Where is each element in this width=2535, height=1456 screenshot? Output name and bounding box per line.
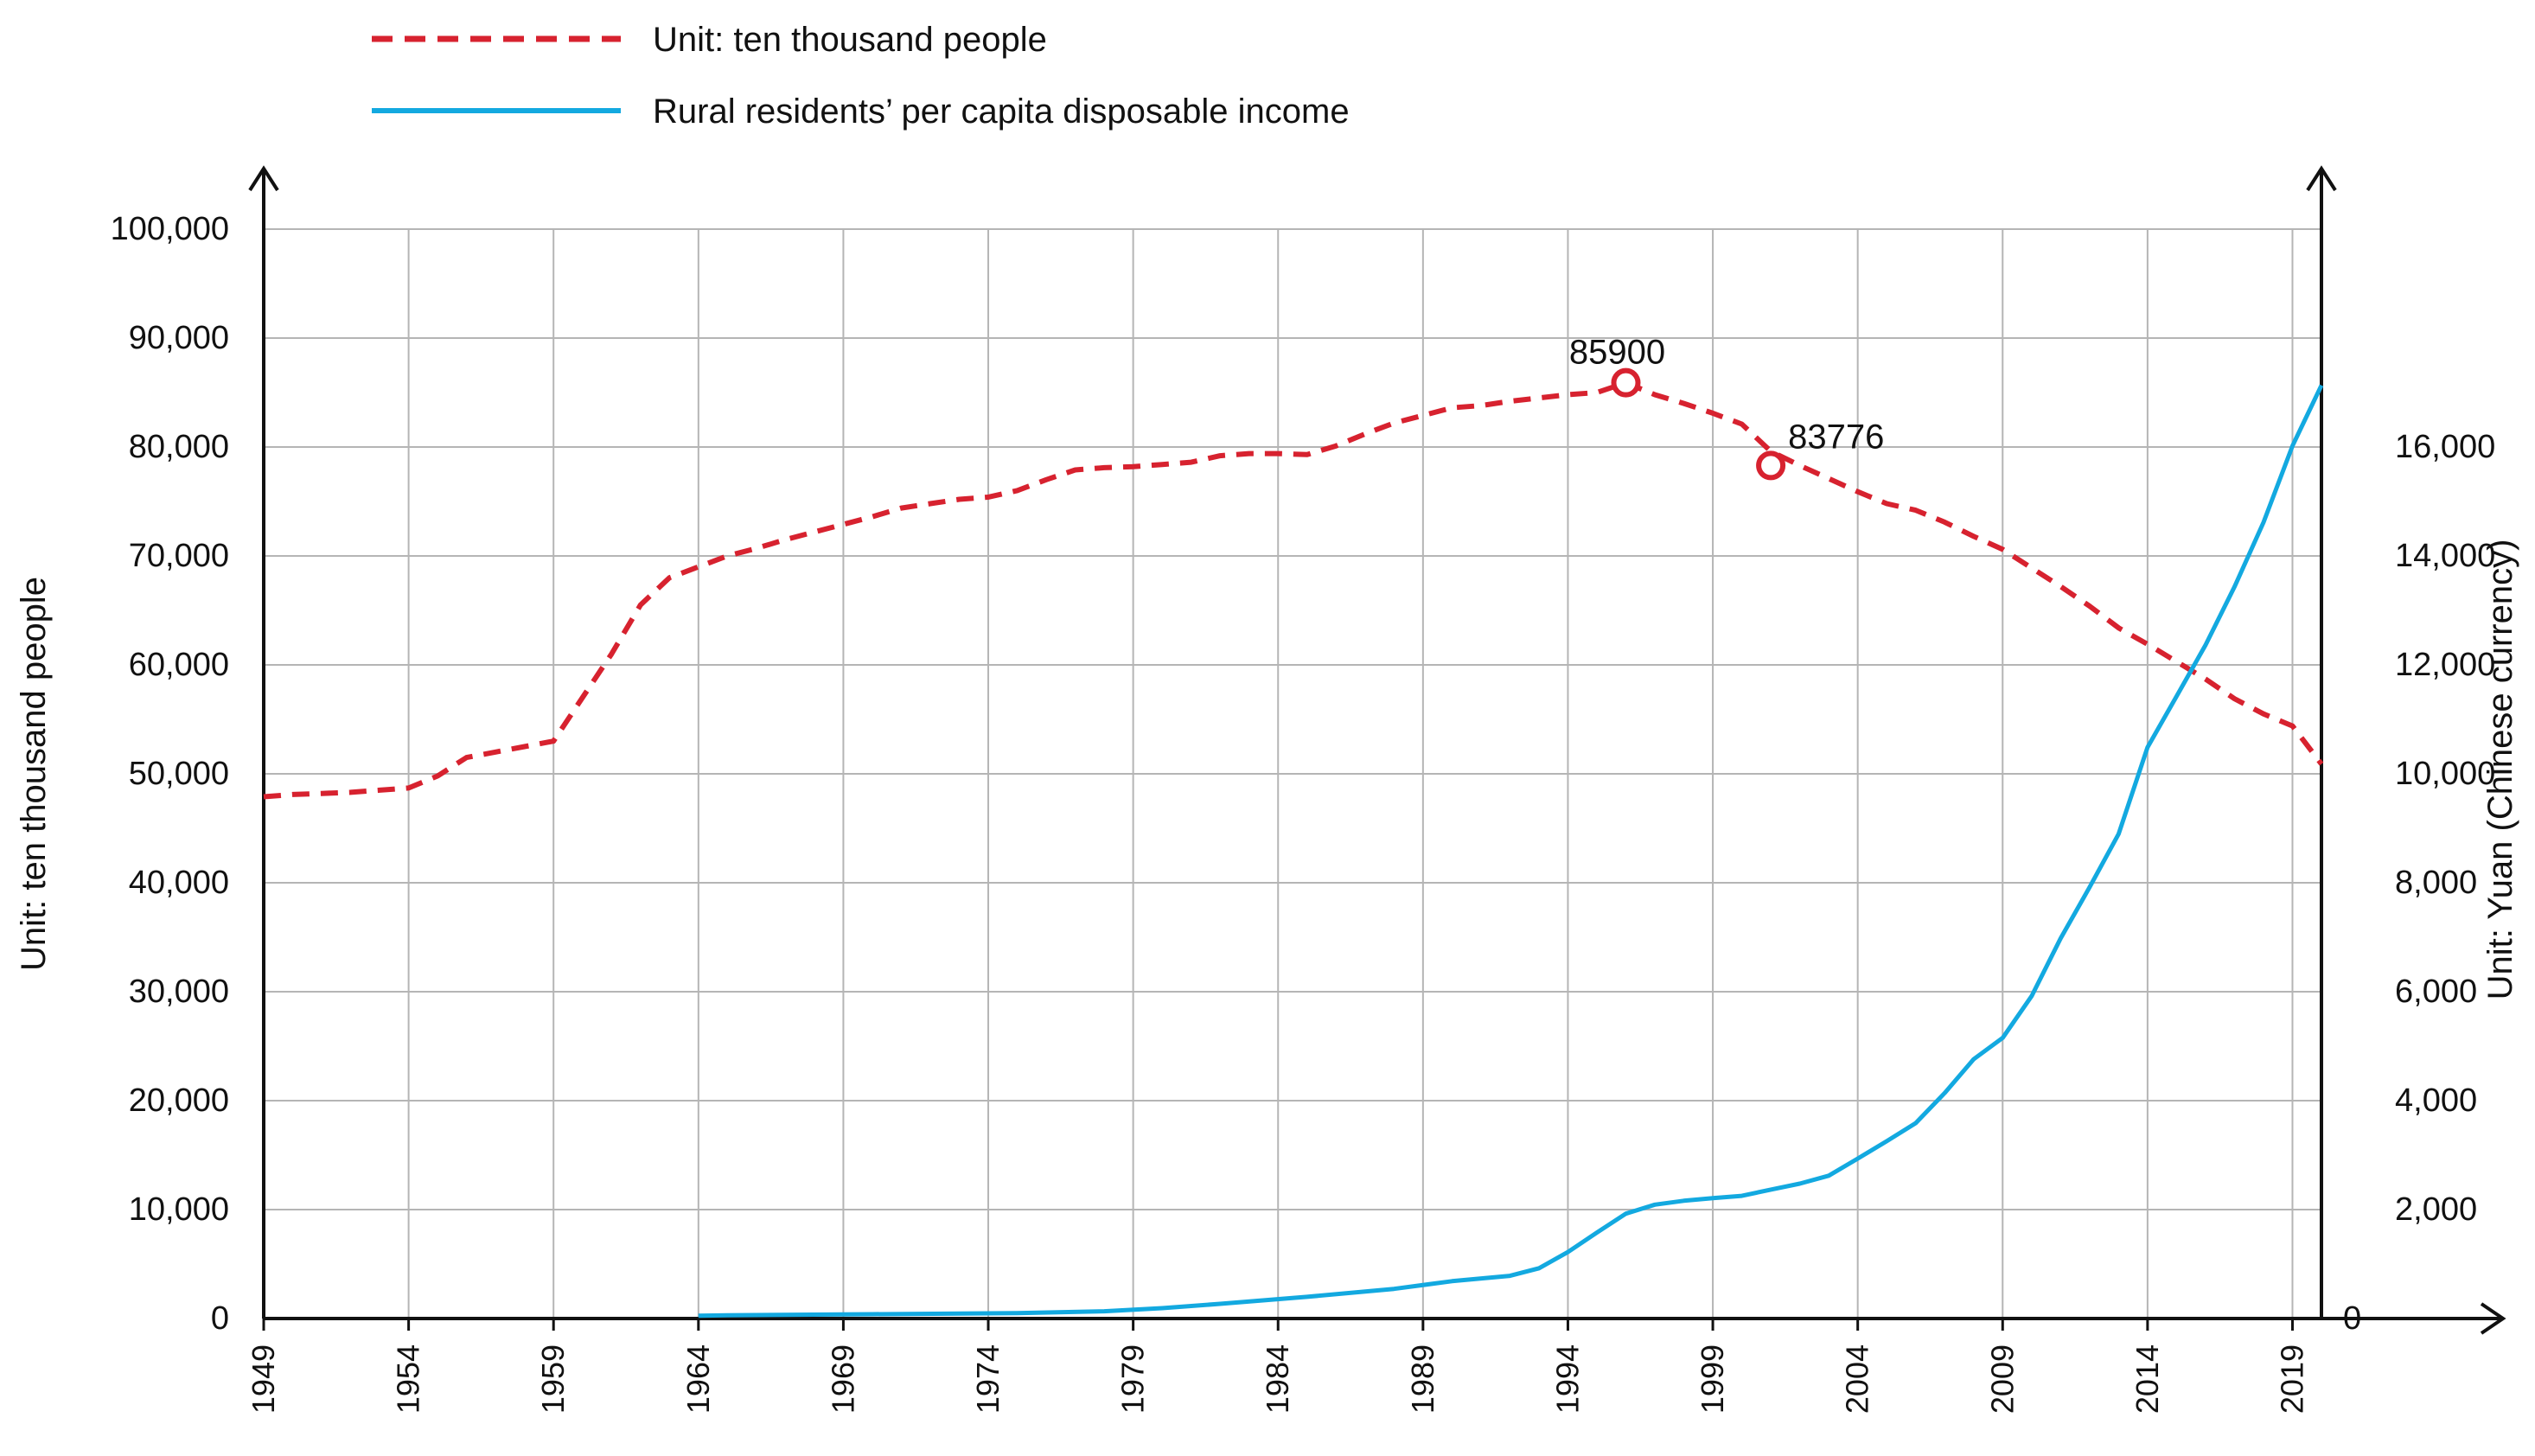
- grid: [263, 228, 2322, 1319]
- annotation-label: 83776: [1788, 418, 1884, 456]
- tick-labels: 1949 1954 1959 1964 1969 1974 1979 1984 1989 1994…: [111, 211, 2496, 1414]
- left-y-tick-label: 40,000: [129, 865, 229, 901]
- right-y-tick-label: 14,000: [2395, 538, 2495, 574]
- annotation-label: 85900: [1569, 334, 1665, 372]
- left-y-tick-label: 60,000: [129, 647, 229, 683]
- x-tick-label: 1989: [1405, 1344, 1440, 1414]
- x-tick-label: 1979: [1115, 1344, 1151, 1414]
- right-y-tick-label: 16,000: [2395, 429, 2495, 465]
- right-y-axis-title: Unit: Yuan (Chinese currency): [2481, 540, 2519, 1000]
- annotations: 85900 83776: [1569, 334, 1884, 481]
- right-y-tick-label: 4,000: [2395, 1082, 2477, 1119]
- x-tick-label: 2019: [2274, 1344, 2309, 1414]
- x-tick-label: 1964: [680, 1344, 716, 1414]
- left-y-tick-label: 70,000: [129, 538, 229, 574]
- right-y-tick-label: 2,000: [2395, 1191, 2477, 1228]
- rural-income-line: [698, 384, 2324, 1319]
- x-tick-label: 1994: [1549, 1344, 1585, 1414]
- x-tick-label: 1954: [391, 1344, 426, 1414]
- right-y-tick-label: 6,000: [2395, 974, 2477, 1010]
- x-axis-arrow: [2480, 1302, 2506, 1335]
- axis-titles: Unit: ten thousand people Unit: Yuan (Chi…: [15, 540, 2519, 1000]
- legend-label: Rural residents’ per capita disposable i…: [653, 93, 1350, 131]
- x-tick-label: 1969: [825, 1344, 860, 1414]
- legend: Unit: ten thousand people Rural residents…: [372, 21, 1350, 131]
- annotation-marker: [1756, 450, 1786, 481]
- left-y-axis-title: Unit: ten thousand people: [15, 577, 53, 971]
- left-y-tick-label: 80,000: [129, 429, 229, 465]
- annotation-marker: [1611, 367, 1641, 398]
- left-y-tick-label: 20,000: [129, 1082, 229, 1119]
- series-lines: [263, 380, 2324, 1319]
- x-tick-label: 1949: [246, 1344, 281, 1414]
- axes: [248, 165, 2506, 1335]
- x-tick-label: 2014: [2130, 1344, 2165, 1414]
- rural-population-line: [263, 380, 2324, 800]
- x-tick-label: 1984: [1260, 1344, 1295, 1414]
- x-tick-label: 1999: [1695, 1344, 1730, 1414]
- left-y-tick-label: 90,000: [129, 320, 229, 356]
- x-tick-label: 1974: [970, 1344, 1006, 1414]
- left-y-tick-label: 50,000: [129, 756, 229, 792]
- left-y-tick-label: 0: [211, 1300, 229, 1337]
- right-y-tick-label: 0: [2343, 1300, 2361, 1337]
- right-y-tick-label: 12,000: [2395, 647, 2495, 683]
- right-y-axis-arrow: [2306, 165, 2337, 192]
- right-y-tick-label: 10,000: [2395, 756, 2495, 792]
- x-tick-label: 1959: [535, 1344, 571, 1414]
- left-y-tick-label: 30,000: [129, 974, 229, 1010]
- x-tick-label: 2004: [1840, 1344, 1875, 1414]
- left-y-axis-arrow: [248, 165, 279, 192]
- x-tick-label: 2009: [1984, 1344, 2020, 1414]
- left-y-tick-label: 10,000: [129, 1191, 229, 1228]
- left-y-tick-label: 100,000: [111, 211, 229, 247]
- legend-label: Unit: ten thousand people: [653, 21, 1047, 59]
- right-y-tick-label: 8,000: [2395, 865, 2477, 901]
